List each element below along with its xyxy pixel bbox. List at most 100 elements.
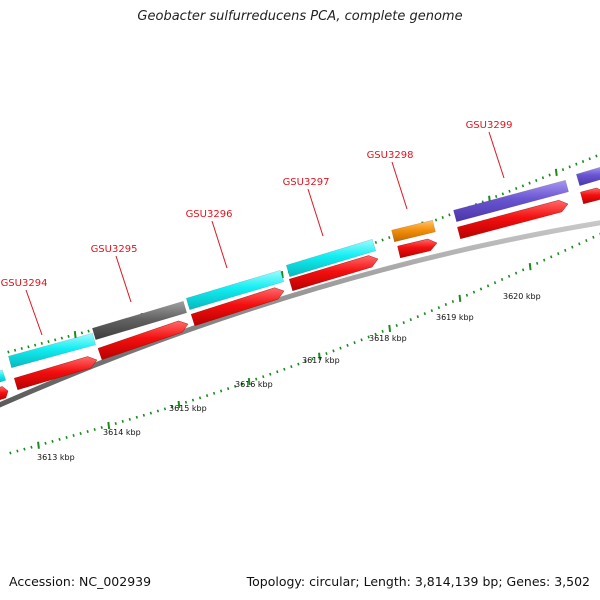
kbp-major-tick [318, 352, 321, 360]
kbp-minor-tick [367, 335, 370, 339]
gene-block [453, 179, 569, 223]
strand-arrow [397, 238, 438, 259]
kbp-minor-tick [578, 242, 581, 246]
kbp-minor-tick [465, 293, 469, 297]
kbp-minor-tick [72, 433, 75, 437]
kbp-minor-tick [191, 398, 195, 402]
kbp-minor-tick [79, 432, 82, 435]
scale-minor-tick [67, 334, 70, 338]
kbp-label: 3620 kbp [503, 292, 541, 301]
strand-arrow [457, 200, 569, 240]
scale-minor-tick [40, 341, 43, 345]
kbp-minor-tick [51, 439, 54, 443]
scale-minor-tick [495, 195, 498, 199]
gene-block [576, 167, 600, 187]
scale-major-tick [280, 270, 284, 279]
scale-minor-tick [575, 162, 578, 166]
map-title: Geobacter sulfurreducens PCA, complete g… [137, 9, 463, 24]
scale-minor-tick [374, 240, 378, 244]
kbp-minor-tick [444, 303, 448, 307]
kbp-minor-tick [585, 239, 588, 243]
scale-minor-tick [47, 340, 50, 344]
kbp-minor-tick [184, 400, 188, 404]
kbp-minor-tick [416, 315, 419, 319]
scale-minor-tick [521, 184, 525, 188]
scale-minor-tick [60, 336, 64, 340]
kbp-label: 3613 kbp [37, 453, 75, 462]
kbp-label: 3616 kbp [235, 380, 273, 389]
kbp-label: 3618 kbp [369, 334, 407, 343]
kbp-minor-tick [339, 346, 342, 350]
kbp-minor-tick [23, 447, 26, 451]
gene-label: GSU3296 [186, 209, 233, 220]
kbp-minor-tick [135, 415, 138, 419]
scale-minor-tick [381, 238, 384, 242]
gene-label-leader [115, 255, 132, 303]
gene-labels: GSU3294 GSU3295 GSU3296 GSU3297 GSU3298 GSU32… [1, 120, 512, 336]
kbp-minor-tick [255, 377, 258, 381]
scale-minor-tick [588, 157, 591, 161]
kbp-minor-tick [212, 391, 216, 395]
kbp-major-tick [528, 263, 532, 271]
gene-block [286, 239, 376, 277]
gene-label-leader [211, 220, 228, 269]
kbp-minor-tick [514, 271, 518, 275]
genome-summary: Topology: circular; Length: 3,814,139 bp… [246, 574, 590, 589]
strand-arrow [289, 255, 379, 291]
kbp-minor-tick [543, 258, 546, 262]
scale-minor-tick [87, 329, 90, 333]
kbp-minor-tick [332, 349, 335, 353]
scale-minor-tick [20, 347, 23, 351]
scale-minor-tick [441, 215, 444, 219]
kbp-minor-tick [283, 367, 286, 371]
kbp-minor-tick [592, 235, 595, 239]
kbp-minor-tick [395, 324, 398, 328]
scale-minor-tick [54, 338, 57, 342]
gene-label: GSU3294 [1, 278, 48, 289]
kbp-major-tick [177, 400, 181, 409]
kbp-minor-tick [571, 245, 574, 249]
kbp-label: 3614 kbp [103, 428, 141, 437]
strand-arrow [580, 187, 600, 205]
kbp-minor-tick [430, 309, 433, 313]
strand-arrow [0, 386, 9, 400]
kbp-major-tick [37, 441, 40, 449]
gene-label: GSU3298 [367, 150, 414, 161]
kbp-major-tick [107, 421, 111, 430]
scale-minor-tick [388, 236, 391, 240]
gene-block [391, 219, 436, 243]
kbp-minor-tick [114, 421, 117, 425]
scale-minor-tick [535, 178, 538, 182]
strand-arrow [97, 320, 189, 360]
scale-minor-tick [541, 176, 545, 180]
kbp-minor-tick [500, 278, 504, 281]
kbp-minor-tick [16, 449, 19, 453]
kbp-minor-tick [198, 396, 202, 400]
kbp-minor-tick [163, 407, 167, 411]
scale-minor-tick [595, 154, 598, 158]
accession-text: Accession: NC_002939 [9, 574, 152, 589]
kbp-minor-tick [479, 287, 483, 291]
kbp-minor-tick [276, 370, 279, 374]
kbp-minor-tick [205, 394, 209, 398]
kbp-minor-tick [226, 387, 230, 391]
scale-minor-tick [515, 187, 518, 191]
gene-label-leader [391, 161, 408, 210]
strand-arrow [190, 287, 285, 326]
kbp-minor-tick [381, 329, 384, 333]
scale-major-tick [73, 331, 77, 339]
scale-minor-tick [508, 189, 511, 193]
kbp-minor-tick [521, 268, 525, 272]
kbp-minor-tick [262, 375, 265, 379]
kbp-minor-tick [121, 419, 124, 423]
scale-minor-tick [434, 218, 438, 222]
kbp-minor-tick [423, 312, 426, 316]
kbp-minor-tick [170, 405, 174, 409]
kbp-minor-tick [233, 384, 237, 388]
kbp-minor-tick [86, 430, 89, 434]
kbp-major-tick [247, 377, 251, 386]
gene-label-leader [307, 188, 324, 237]
kbp-minor-tick [409, 318, 412, 322]
